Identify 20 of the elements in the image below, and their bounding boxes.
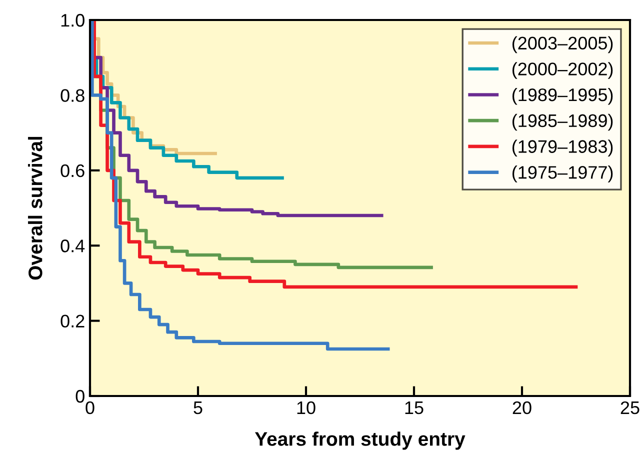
y-tick-label: 0.4 xyxy=(60,240,85,252)
legend-label: (1985–1989) xyxy=(512,114,613,131)
y-tick-label: 0.2 xyxy=(60,314,84,328)
legend-label: (1975–1977) xyxy=(512,166,613,182)
x-tick-label: 0 xyxy=(86,401,94,414)
x-tick-label: 15 xyxy=(405,402,424,414)
x-axis-title: Years from study entry xyxy=(254,432,466,450)
y-tick-label: 0.8 xyxy=(60,89,84,102)
y-tick-label: 0 xyxy=(76,390,84,403)
legend-label: (1979–1983) xyxy=(512,140,613,157)
y-axis-title: Overall survival xyxy=(28,136,42,280)
legend-label: (2000–2002) xyxy=(512,62,613,79)
x-tick-label: 5 xyxy=(194,402,202,414)
x-tick-label: 20 xyxy=(512,401,532,414)
legend-label: (2003–2005) xyxy=(512,36,613,54)
x-tick-label: 10 xyxy=(297,401,316,414)
y-tick-label: 1.0 xyxy=(61,14,84,27)
x-tick-label: 25 xyxy=(620,401,640,414)
y-tick-label: 0.6 xyxy=(60,164,84,178)
legend-label: (1989–1995) xyxy=(512,88,613,105)
